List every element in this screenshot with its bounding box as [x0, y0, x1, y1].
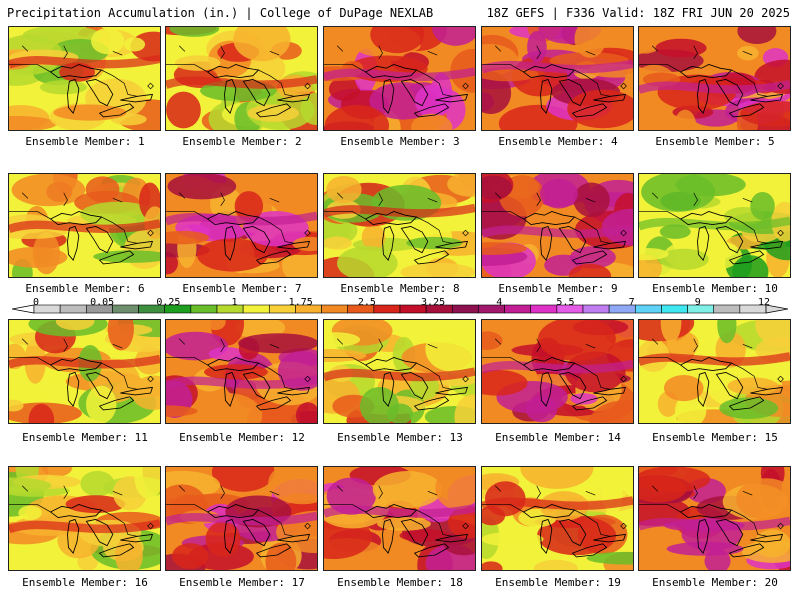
precip-field	[324, 174, 475, 277]
colorbar-cell	[661, 304, 688, 314]
ensemble-member-label: Ensemble Member: 7	[182, 282, 302, 295]
ensemble-member-label: Ensemble Member: 5	[655, 135, 775, 148]
run-info: 18Z GEFS | F336 Valid: 18Z FRI JUN 20 20…	[486, 6, 790, 20]
colorbar	[12, 304, 788, 314]
colorbar-cell	[190, 304, 218, 314]
precip-field	[482, 27, 633, 130]
colorbar-cell	[451, 304, 479, 314]
ensemble-member-label: Ensemble Member: 3	[340, 135, 460, 148]
ensemble-member-label: Ensemble Member: 4	[498, 135, 618, 148]
colorbar-cell	[504, 304, 532, 314]
ensemble-member-label: Ensemble Member: 2	[182, 135, 302, 148]
colorbar-cell	[530, 304, 558, 314]
precip-field	[639, 174, 790, 277]
ensemble-member-map	[323, 26, 476, 131]
colorbar-left-arrow	[12, 304, 35, 314]
ensemble-member-map	[165, 26, 318, 131]
ensemble-member-label: Ensemble Member: 19	[495, 576, 621, 589]
ensemble-member-map	[8, 26, 161, 131]
colorbar-tick-label: 1.75	[288, 297, 313, 308]
ensemble-member-map	[481, 26, 634, 131]
precip-field	[166, 320, 317, 423]
precip-field	[166, 27, 317, 130]
colorbar-cell	[373, 304, 401, 314]
colorbar-cell	[216, 304, 244, 314]
ensemble-member-label: Ensemble Member: 1	[25, 135, 145, 148]
colorbar-tick-label: 3.25	[421, 297, 446, 308]
colorbar-tick-label: 2.5	[357, 297, 376, 308]
precip-field	[9, 27, 160, 130]
ensemble-member-map	[165, 319, 318, 424]
colorbar-tick-label: 1	[231, 297, 238, 308]
colorbar-tick-label: 0.25	[156, 297, 181, 308]
precip-field	[324, 27, 475, 130]
colorbar-cell	[713, 304, 741, 314]
colorbar-tick-label: 5.5	[556, 297, 575, 308]
precip-field	[324, 320, 475, 423]
precip-field	[482, 320, 633, 423]
ensemble-member-label: Ensemble Member: 8	[340, 282, 460, 295]
ensemble-member-map	[8, 466, 161, 571]
ensemble-member-label: Ensemble Member: 16	[22, 576, 148, 589]
colorbar-cell	[321, 304, 349, 314]
colorbar-cell	[242, 304, 270, 314]
colorbar-tick-label: 0	[32, 297, 40, 308]
ensemble-member-map	[481, 173, 634, 278]
precip-field	[166, 467, 317, 570]
precip-field	[166, 174, 317, 277]
ensemble-member-label: Ensemble Member: 11	[22, 431, 148, 444]
ensemble-member-label: Ensemble Member: 15	[652, 431, 778, 444]
ensemble-member-map	[481, 466, 634, 571]
precip-field	[324, 467, 475, 570]
ensemble-member-map	[323, 466, 476, 571]
ensemble-member-map	[165, 466, 318, 571]
precip-field	[639, 320, 790, 423]
ensemble-member-map	[481, 319, 634, 424]
page-title: Precipitation Accumulation (in.) | Colle…	[7, 6, 434, 20]
ensemble-member-label: Ensemble Member: 13	[337, 431, 463, 444]
ensemble-member-label: Ensemble Member: 20	[652, 576, 778, 589]
ensemble-member-map	[8, 319, 161, 424]
ensemble-member-label: Ensemble Member: 14	[495, 431, 621, 444]
precip-field	[639, 27, 790, 130]
ensemble-member-label: Ensemble Member: 12	[179, 431, 305, 444]
precip-field	[9, 467, 160, 570]
ensemble-member-map	[638, 466, 791, 571]
colorbar-tick-label: 0.05	[90, 297, 115, 308]
colorbar-cell	[634, 304, 662, 314]
ensemble-member-label: Ensemble Member: 18	[337, 576, 463, 589]
precip-field	[9, 320, 160, 423]
ensemble-member-map	[323, 319, 476, 424]
ensemble-member-label: Ensemble Member: 10	[652, 282, 778, 295]
precip-field	[9, 174, 160, 277]
colorbar-tick-label: 12	[757, 297, 771, 308]
precip-field	[482, 174, 633, 277]
ensemble-member-map	[638, 173, 791, 278]
ensemble-member-map	[638, 319, 791, 424]
colorbar-cell	[582, 304, 610, 314]
ensemble-member-map	[323, 173, 476, 278]
ensemble-member-label: Ensemble Member: 17	[179, 576, 305, 589]
ensemble-member-label: Ensemble Member: 9	[498, 282, 618, 295]
colorbar-tick-label: 7	[628, 297, 635, 308]
colorbar-tick-label: 4	[496, 297, 503, 308]
precip-field	[482, 467, 633, 570]
ensemble-member-map	[165, 173, 318, 278]
ensemble-member-label: Ensemble Member: 6	[25, 282, 145, 295]
ensemble-member-map	[638, 26, 791, 131]
colorbar-cell	[59, 304, 87, 314]
precip-field	[639, 467, 790, 570]
colorbar-right-arrow	[765, 304, 788, 314]
colorbar-tick-label: 9	[694, 297, 701, 308]
colorbar-cell	[112, 304, 139, 314]
ensemble-member-map	[8, 173, 161, 278]
